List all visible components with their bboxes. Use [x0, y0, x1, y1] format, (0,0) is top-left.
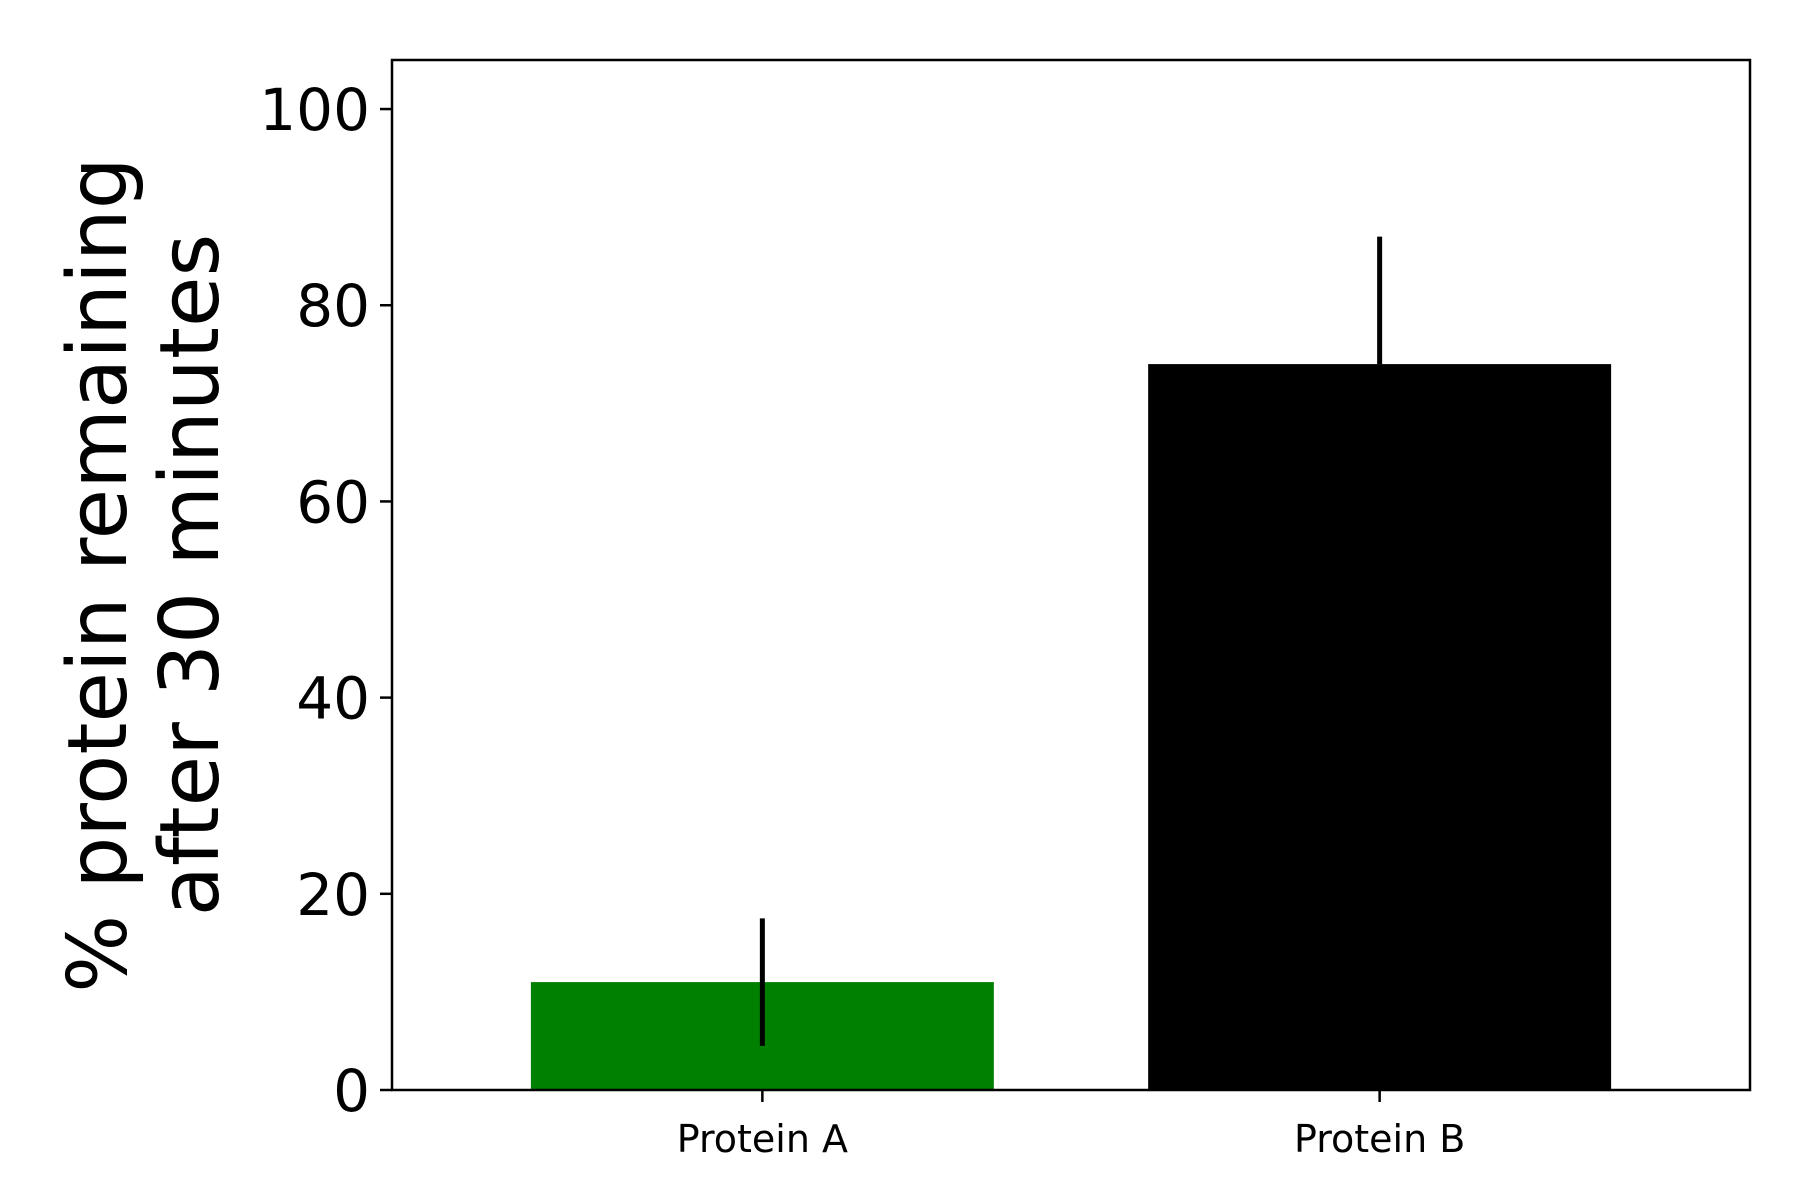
- y-axis-title-line: % protein remaining: [51, 157, 146, 993]
- bar-protein-b: [1148, 364, 1612, 1091]
- y-tick-label: 80: [296, 272, 370, 340]
- y-axis-title: % protein remainingafter 30 minutes: [51, 157, 238, 993]
- error-bars-layer: [759, 236, 1383, 1046]
- y-tick-label: 20: [296, 861, 370, 929]
- y-tick-label: 60: [296, 468, 370, 536]
- x-tick-label: Protein B: [1294, 1117, 1465, 1161]
- plot-area-frame: [390, 58, 1752, 1092]
- y-tick-label: 100: [259, 76, 370, 144]
- x-axis: Protein A Protein B: [677, 1090, 1465, 1161]
- y-tick-label: 0: [333, 1057, 370, 1125]
- x-tick-label: Protein A: [677, 1117, 848, 1161]
- y-tick-label: 40: [296, 665, 370, 733]
- y-axis: 0 20 40 60 80 100: [259, 76, 392, 1125]
- bars-layer: [530, 364, 1612, 1091]
- y-axis-title-line: after 30 minutes: [143, 234, 238, 916]
